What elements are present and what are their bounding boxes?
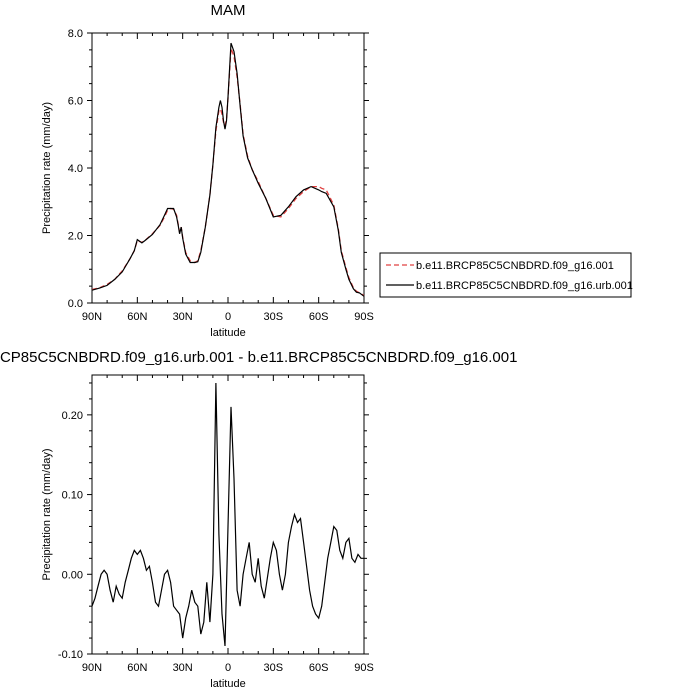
chart1-y-tick-label: 0.0 — [68, 298, 83, 310]
chart1-x-tick-label: 60S — [309, 311, 329, 323]
chart1-y-tick-label: 6.0 — [68, 96, 83, 108]
legend-label-2: b.e11.BRCP85C5CNBDRD.f09_g16.urb.001 — [416, 280, 633, 292]
chart2-x-tick-label: 60N — [127, 662, 147, 674]
chart2-x-tick-label: 90S — [354, 662, 374, 674]
chart1-x-tick-label: 30S — [264, 311, 284, 323]
chart1-y-axis-label: Precipitation rate (mm/day) — [41, 102, 53, 234]
chart2-y-tick-label: -0.10 — [58, 649, 83, 661]
chart2-x-tick-label: 60S — [309, 662, 329, 674]
chart1-series-line-1 — [91, 47, 365, 297]
chart2-x-axis-label: latitude — [210, 678, 245, 690]
chart1-x-tick-label: 60N — [127, 311, 147, 323]
chart1-x-tick-label: 30N — [173, 311, 193, 323]
chart1-x-tick-label: 90N — [82, 311, 102, 323]
chart1-y-tick-label: 2.0 — [68, 231, 83, 243]
chart2-x-tick-label: 30N — [173, 662, 193, 674]
chart2-x-tick-label: 30S — [264, 662, 284, 674]
chart1-plot-frame — [91, 32, 365, 304]
chart2-y-axis-label: Precipitation rate (mm/day) — [41, 448, 53, 580]
chart2-x-tick-label: 90N — [82, 662, 102, 674]
chart1-x-tick-label: 90S — [354, 311, 374, 323]
chart2-title: b.e11.BRCP85C5CNBDRD.f09_g16.urb.001 - b… — [0, 349, 517, 366]
chart1-series-line-2 — [91, 42, 365, 297]
chart2-x-tick-label: 0 — [225, 662, 231, 674]
legend-label-1: b.e11.BRCP85C5CNBDRD.f09_g16.001 — [416, 260, 614, 272]
chart1-y-tick-label: 4.0 — [68, 163, 83, 175]
chart2-y-tick-label: 0.00 — [62, 569, 83, 581]
legend-box — [379, 252, 632, 298]
chart2-series-line-1 — [91, 382, 364, 647]
chart1-title: MAM — [211, 2, 246, 19]
chart1-y-tick-label: 8.0 — [68, 28, 83, 40]
chart1-x-tick-label: 0 — [225, 311, 231, 323]
chart2-y-tick-label: 0.20 — [62, 410, 83, 422]
chart1-x-axis-label: latitude — [210, 327, 245, 339]
chart2-y-tick-label: 0.10 — [62, 490, 83, 502]
